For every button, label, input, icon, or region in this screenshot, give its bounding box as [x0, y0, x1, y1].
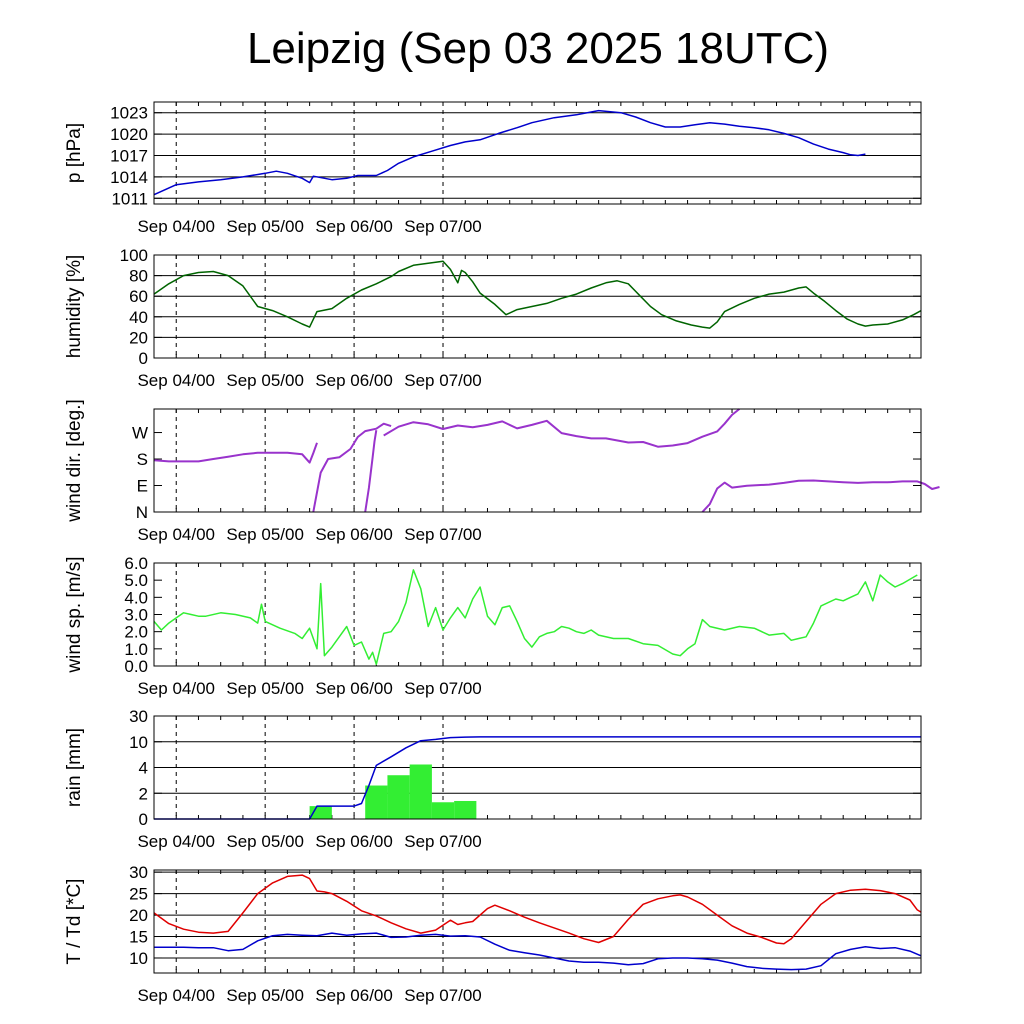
y-tick-label: 6.0 — [124, 554, 148, 573]
x-tick-label: Sep 04/00 — [137, 525, 215, 544]
y-tick-label: 20 — [129, 328, 148, 347]
y-tick-label: 100 — [120, 246, 148, 265]
series-line-0 — [312, 422, 392, 513]
plot-frame — [153, 408, 922, 513]
y-axis-label: p [hPa] — [64, 123, 85, 183]
y-tick-label: 20 — [129, 906, 148, 925]
series-line-0 — [701, 479, 940, 513]
series-line-0 — [383, 408, 741, 448]
x-tick-label: Sep 04/00 — [137, 986, 215, 1005]
panel-pressure: 1011 1014 1017 1020 1023 Sep 04/00 Sep 05/00 Se… — [64, 101, 922, 236]
y-tick-label: 80 — [129, 267, 148, 286]
y-tick-label: 4 — [139, 759, 148, 778]
x-tick-label: Sep 05/00 — [226, 525, 304, 544]
y-tick-label: W — [132, 424, 148, 443]
rain-bar — [409, 764, 432, 819]
x-tick-label: Sep 06/00 — [315, 832, 393, 851]
x-tick-label: Sep 07/00 — [404, 525, 482, 544]
x-tick-label: Sep 06/00 — [315, 679, 393, 698]
x-tick-label: Sep 06/00 — [315, 986, 393, 1005]
y-tick-label: 25 — [129, 885, 148, 904]
rain-bar — [431, 802, 455, 819]
y-tick-label: 1011 — [111, 189, 148, 208]
y-tick-label: 15 — [129, 928, 148, 947]
y-tick-label: S — [137, 450, 148, 469]
y-tick-label: 10 — [129, 733, 148, 752]
x-tick-label: Sep 06/00 — [315, 525, 393, 544]
rain-bar — [454, 800, 477, 819]
y-tick-label: 0 — [139, 810, 148, 829]
rain-bar — [387, 775, 410, 819]
x-tick-label: Sep 07/00 — [404, 371, 482, 390]
x-tick-label: Sep 04/00 — [137, 217, 215, 236]
y-tick-label: 1.0 — [124, 640, 148, 659]
plot-frame — [153, 869, 922, 974]
x-tick-label: Sep 06/00 — [315, 217, 393, 236]
series-line-0 — [153, 569, 918, 666]
y-tick-label: 1014 — [110, 168, 148, 187]
series-line-0 — [154, 736, 921, 820]
x-tick-label: Sep 04/00 — [137, 371, 215, 390]
chart-title: Leipzig (Sep 03 2025 18UTC) — [246, 24, 830, 73]
y-axis-label: rain [mm] — [64, 728, 85, 807]
y-tick-label: 10 — [129, 949, 148, 968]
series-line-0 — [364, 430, 378, 513]
series-line-0 — [153, 442, 318, 464]
x-tick-label: Sep 05/00 — [226, 986, 304, 1005]
x-tick-label: Sep 05/00 — [226, 679, 304, 698]
y-tick-label: 1017 — [110, 146, 148, 165]
y-axis-label: humidity [%] — [64, 255, 85, 358]
x-tick-label: Sep 07/00 — [404, 986, 482, 1005]
x-tick-label: Sep 04/00 — [137, 832, 215, 851]
plot-frame — [153, 101, 922, 205]
x-tick-label: Sep 05/00 — [226, 832, 304, 851]
x-tick-label: Sep 04/00 — [137, 679, 215, 698]
y-tick-label: 30 — [129, 863, 148, 882]
panel-wind-speed: 0.01.02.03.04.05.06.0 Sep 04/00 Sep 05/00 S… — [64, 554, 922, 698]
x-tick-label: Sep 07/00 — [404, 679, 482, 698]
y-axis-label: wind dir. [deg.] — [64, 399, 85, 523]
y-tick-label: 5.0 — [124, 571, 148, 590]
y-tick-label: 2 — [139, 784, 148, 803]
y-tick-label: E — [137, 477, 148, 496]
series-line-1 — [154, 932, 922, 971]
series-line-0 — [153, 874, 922, 945]
y-tick-label: 0 — [139, 349, 148, 368]
y-tick-label: 1020 — [110, 125, 148, 144]
x-tick-label: Sep 07/00 — [404, 832, 482, 851]
x-tick-label: Sep 05/00 — [226, 217, 304, 236]
y-tick-label: N — [136, 503, 148, 522]
series-line-0 — [153, 260, 922, 329]
plot-frame — [153, 562, 922, 667]
x-tick-label: Sep 05/00 — [226, 371, 304, 390]
plot-frame — [153, 715, 922, 820]
y-tick-label: 2.0 — [124, 623, 148, 642]
x-tick-label: Sep 07/00 — [404, 217, 482, 236]
panel-rain: 0 2 4 10 30 Sep 04/00 Sep 05/00 Sep 06/00 Sep 07… — [64, 707, 922, 851]
y-tick-label: 4.0 — [124, 588, 148, 607]
plot-frame — [153, 254, 922, 359]
x-tick-label: Sep 06/00 — [315, 371, 393, 390]
rain-bar — [365, 785, 388, 819]
y-axis-label: wind sp. [m/s] — [64, 556, 85, 673]
y-tick-label: 40 — [129, 308, 148, 327]
y-tick-label: 30 — [129, 707, 148, 726]
y-axis-label: T / Td [*C] — [64, 879, 85, 965]
series-line-0 — [153, 109, 866, 196]
y-tick-label: 1023 — [110, 104, 148, 123]
y-tick-label: 3.0 — [124, 606, 148, 625]
y-tick-label: 60 — [129, 287, 148, 306]
y-tick-label: 0.0 — [124, 657, 148, 676]
panel-temperature: 10 15 20 25 30 Sep 04/00 Sep 05/00 Sep 06/00 Sep… — [64, 863, 922, 1005]
